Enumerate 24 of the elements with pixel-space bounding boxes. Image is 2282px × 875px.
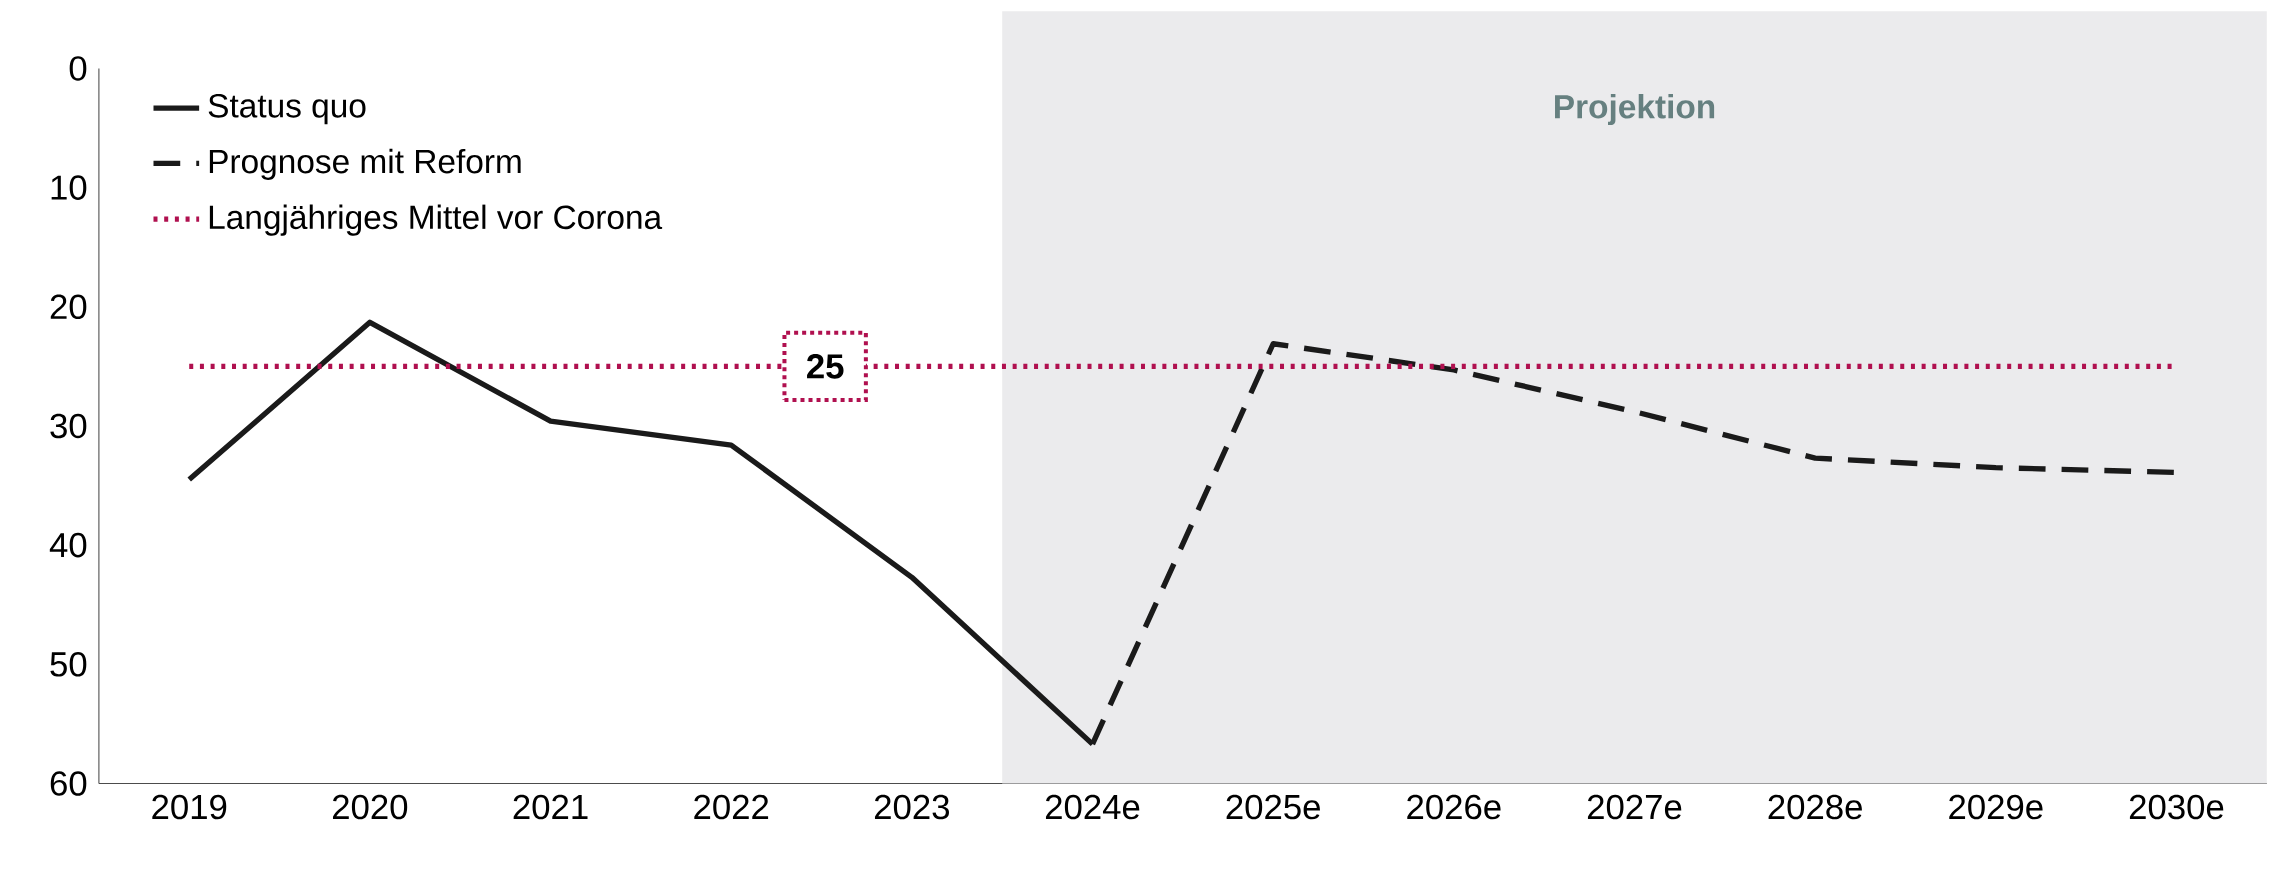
x-tick-label: 2020 xyxy=(332,794,408,820)
y-tick-label: 30 xyxy=(50,413,87,439)
x-tick-label: 2025e xyxy=(1226,794,1320,820)
x-tick-label: 2022 xyxy=(694,794,769,820)
x-tick-label: 2029e xyxy=(1949,794,2043,820)
x-tick-label: 2023 xyxy=(874,794,949,820)
x-tick-label: 2019 xyxy=(152,794,227,820)
y-tick-label: 10 xyxy=(51,175,87,201)
legend-label: Prognose mit Reform xyxy=(209,148,521,181)
y-tick-label: 0 xyxy=(69,56,87,81)
x-tick-label: 2027e xyxy=(1587,794,1682,820)
band-label: Projektion xyxy=(1555,94,1715,126)
y-tick-label: 60 xyxy=(50,771,87,796)
y-tick-label: 20 xyxy=(50,294,87,320)
y-tick-label: 40 xyxy=(49,532,87,558)
y-tick-label: 50 xyxy=(50,652,87,677)
legend-label: Langjähriges Mittel vor Corona xyxy=(209,204,663,236)
annotation: 25 xyxy=(807,354,844,379)
x-tick-label: 2028e xyxy=(1768,794,1862,820)
x-tick-label: 2030e xyxy=(2129,794,2224,820)
x-tick-label: 2026e xyxy=(1407,794,1501,820)
legend-label: Status quo xyxy=(208,94,366,125)
x-tick-label: 2024e xyxy=(1045,794,1140,820)
x-tick-label: 2021 xyxy=(513,794,588,820)
